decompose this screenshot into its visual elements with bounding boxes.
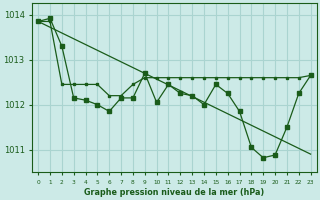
X-axis label: Graphe pression niveau de la mer (hPa): Graphe pression niveau de la mer (hPa) xyxy=(84,188,265,197)
